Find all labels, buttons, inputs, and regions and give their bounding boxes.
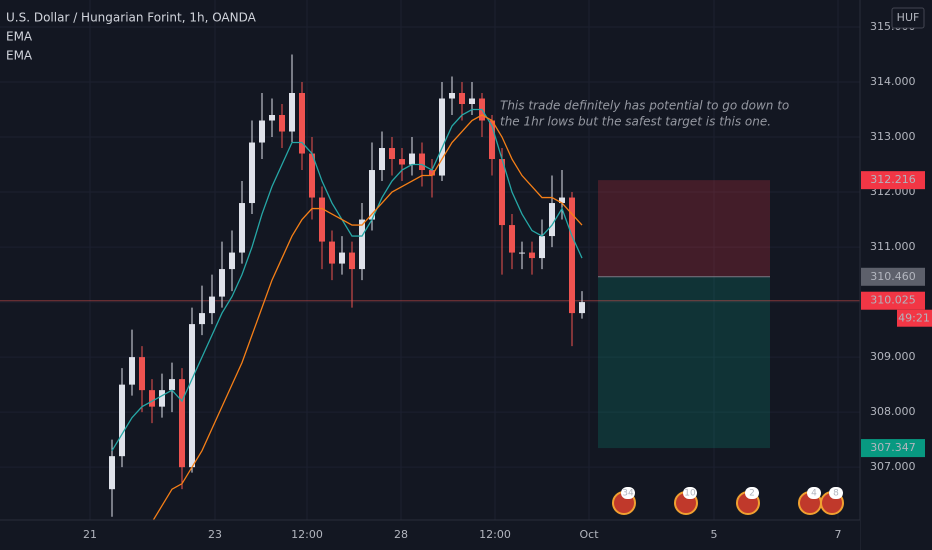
candle-body: [329, 241, 335, 264]
candle-body: [119, 384, 125, 457]
candle-body: [109, 456, 115, 490]
event-count: 8: [833, 489, 839, 499]
x-tick-label: 7: [835, 528, 842, 541]
candle-body: [539, 236, 545, 259]
event-badge: [621, 487, 635, 499]
y-tick-label: 309.000: [870, 350, 916, 363]
chart-title: U.S. Dollar / Hungarian Forint, 1h, OAND…: [6, 11, 257, 25]
candle-body: [159, 390, 165, 407]
candle-body: [389, 148, 395, 160]
candle-body: [299, 92, 305, 154]
candle-body: [409, 153, 415, 165]
price-label: 310.025: [870, 294, 916, 307]
event-badge: [807, 487, 821, 499]
event-badge: [745, 487, 759, 499]
candle-body: [379, 148, 385, 171]
y-tick-label: 308.000: [870, 405, 916, 418]
candle-body: [359, 219, 365, 270]
candle-body: [459, 92, 465, 104]
candle-body: [259, 120, 265, 143]
candle-body: [419, 153, 425, 171]
candle-body: [469, 98, 475, 104]
price-label: 312.216: [870, 173, 916, 186]
x-tick-label: 5: [711, 528, 718, 541]
candle-body: [309, 153, 315, 198]
candle-body: [149, 390, 155, 407]
price-label: 307.347: [870, 441, 916, 454]
currency-box[interactable]: [891, 7, 925, 29]
candle-body: [489, 120, 495, 160]
candle-body: [519, 252, 525, 254]
plot-area: [0, 0, 860, 523]
indicator-label: EMA: [6, 30, 33, 44]
candle-body: [319, 197, 325, 242]
candle-body: [439, 98, 445, 176]
candle-body: [499, 159, 505, 226]
y-tick-label: 307.000: [870, 460, 916, 473]
x-tick-label: 23: [208, 528, 222, 541]
candle-body: [369, 170, 375, 220]
price-label-box: [861, 171, 925, 190]
y-tick-label: 313.000: [870, 130, 916, 143]
candle-body: [139, 357, 145, 391]
event-count: 34: [622, 489, 634, 499]
annotation: This trade definitely has potential to g…: [500, 99, 789, 113]
event-badge: [829, 487, 843, 499]
price-label-box: [861, 291, 925, 310]
candle-body: [559, 197, 565, 204]
candle-body: [429, 170, 435, 176]
price-label-box: [861, 439, 925, 458]
candle-body: [239, 203, 245, 253]
candle-body: [449, 92, 455, 99]
x-tick-label: 12:00: [479, 528, 511, 541]
event-count: 2: [749, 489, 755, 499]
y-tick-label: 311.000: [870, 240, 916, 253]
annotation: the 1hr lows but the safest target is th…: [500, 115, 771, 129]
candle-body: [179, 379, 185, 468]
time-axis: [0, 520, 860, 550]
candle-body: [129, 357, 135, 385]
candle-body: [549, 203, 555, 237]
candle-body: [339, 252, 345, 264]
candle-body: [269, 115, 275, 121]
indicator-label: EMA: [6, 49, 33, 63]
event-count: 10: [684, 489, 696, 499]
candle-body: [209, 296, 215, 314]
ema-line: [151, 114, 583, 523]
candle-body: [229, 252, 235, 270]
candle-body: [529, 252, 535, 259]
x-tick-label: 21: [83, 528, 97, 541]
axes: 307.000308.000309.000310.000311.000312.0…: [83, 20, 932, 541]
countdown: 49:21: [898, 312, 930, 325]
x-tick-label: 12:00: [291, 528, 323, 541]
currency[interactable]: HUF: [897, 11, 920, 24]
price-label-box: [861, 267, 925, 286]
countdown-box: [897, 309, 932, 327]
x-tick-label: 28: [394, 528, 408, 541]
event-count: 4: [811, 489, 817, 499]
candle-body: [509, 225, 515, 253]
candle-body: [289, 92, 295, 132]
candle-body: [279, 115, 285, 132]
candle-body: [189, 324, 195, 468]
event-badge: [683, 487, 697, 499]
x-tick-label: Oct: [579, 528, 599, 541]
candle-body: [169, 379, 175, 391]
candle-body: [349, 252, 355, 270]
target-zone: [598, 276, 770, 449]
y-tick-label: 314.000: [870, 75, 916, 88]
stop-zone: [598, 180, 770, 277]
ema-line: [111, 108, 583, 452]
price-label: 310.460: [870, 270, 916, 283]
candle-body: [219, 269, 225, 297]
candle-body: [579, 302, 585, 314]
candle-body: [569, 197, 575, 314]
candle-body: [249, 142, 255, 204]
candle-body: [399, 159, 405, 165]
candle-body: [199, 313, 205, 325]
